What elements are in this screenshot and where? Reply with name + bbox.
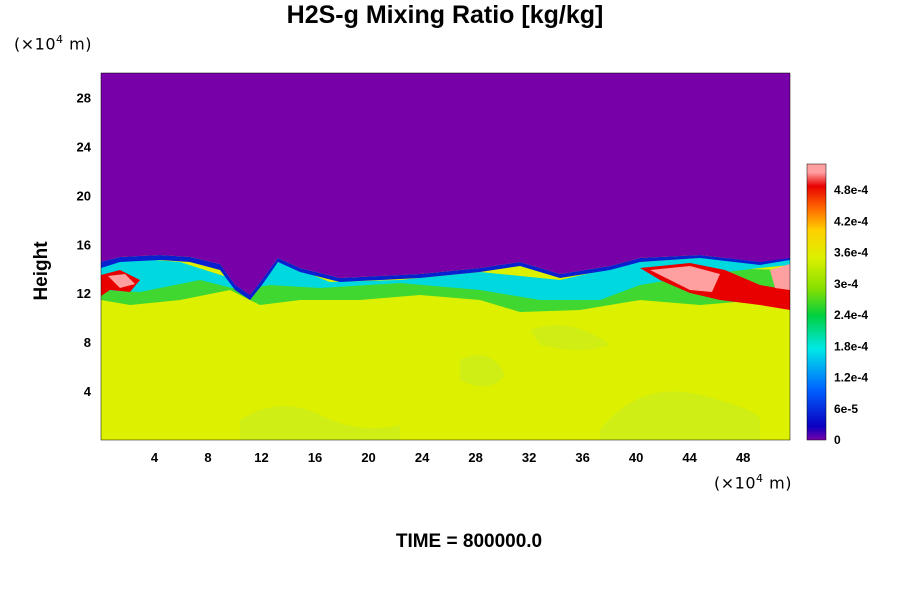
- swirl-shape: [600, 391, 760, 440]
- swirl-shape: [530, 325, 610, 350]
- heatmap-field: [101, 73, 790, 440]
- high-concentration-patch: [650, 266, 720, 292]
- x-tick-label: 4: [151, 450, 159, 465]
- x-tick-label: 32: [522, 450, 536, 465]
- colorbar-tick-label: 4.2e-4: [834, 214, 868, 228]
- y-tick-label: 20: [77, 188, 91, 203]
- high-concentration-patch: [770, 264, 790, 290]
- y-tick-labels: 4 8 12 16 20 24 28: [77, 90, 92, 399]
- x-tick-labels: 4 8 12 16 20 24 28 32 36 40 44 48: [151, 450, 751, 465]
- y-tick-label: 4: [84, 384, 92, 399]
- x-tick-label: 40: [629, 450, 643, 465]
- y-axis-unit: (×104 m): [14, 33, 92, 54]
- x-axis-unit: (×104 m): [714, 472, 792, 493]
- colorbar-tick-label: 1.8e-4: [834, 339, 868, 353]
- colorbar-tick-label: 6e-5: [834, 402, 858, 416]
- x-tick-label: 12: [254, 450, 268, 465]
- swirl-shape: [460, 355, 505, 387]
- chart-title: H2S-g Mixing Ratio [kg/kg]: [286, 1, 604, 29]
- colorbar-tick-label: 4.8e-4: [834, 183, 868, 197]
- colorbar-tick-label: 3e-4: [834, 277, 858, 291]
- high-concentration-patch: [108, 274, 135, 288]
- y-tick-label: 8: [84, 335, 91, 350]
- upper-layer-field: [101, 73, 790, 295]
- transition-band: [101, 255, 790, 300]
- colorbar-tick-label: 0: [834, 433, 841, 447]
- colorbar: [806, 163, 827, 441]
- y-tick-label: 16: [77, 237, 91, 252]
- x-tick-label: 24: [415, 450, 430, 465]
- x-tick-label: 16: [308, 450, 322, 465]
- plot-frame: [100, 72, 791, 441]
- swirl-shape: [240, 406, 400, 440]
- colorbar-tick-labels: 0 6e-5 1.2e-4 1.8e-4 2.4e-4 3e-4 3.6e-4 4.2e-4 4…: [834, 183, 868, 447]
- y-tick-label: 12: [77, 286, 91, 301]
- y-tick-label: 28: [77, 90, 91, 105]
- colorbar-tick-label: 1.2e-4: [834, 371, 868, 385]
- x-tick-label: 44: [682, 450, 697, 465]
- x-tick-label: 8: [204, 450, 211, 465]
- y-tick-label: 24: [77, 139, 92, 154]
- x-tick-label: 36: [575, 450, 589, 465]
- x-tick-label: 28: [468, 450, 482, 465]
- colorbar-tick-label: 3.6e-4: [834, 246, 868, 260]
- colorbar-tick-label: 2.4e-4: [834, 308, 868, 322]
- x-tick-label: 20: [361, 450, 375, 465]
- time-label: TIME = 800000.0: [395, 531, 543, 552]
- x-tick-label: 48: [736, 450, 750, 465]
